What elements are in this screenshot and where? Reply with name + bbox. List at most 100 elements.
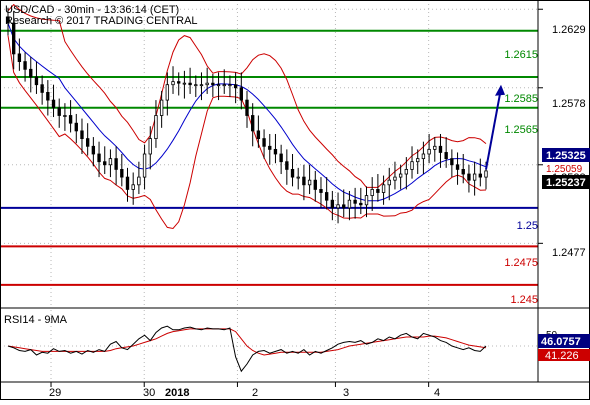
level-label-1.2565: 1.2565 (504, 124, 538, 136)
candle-body (182, 82, 187, 85)
chart-title: USD/CAD - 30min - 13:36:14 (CET) (5, 4, 179, 16)
level-label-1.2585: 1.2585 (504, 93, 538, 105)
rsi-ma-badge-value: 41.226 (545, 350, 579, 362)
candle-body (80, 130, 84, 139)
candle-body (120, 168, 124, 178)
candle-body (171, 81, 175, 86)
x-tick-label: 4 (434, 387, 440, 399)
candle-body (199, 84, 204, 87)
candle-body (444, 152, 448, 160)
x-tick-label: 3 (343, 387, 349, 399)
chart-copyright: Research © 2017 TRADING CENTRAL (5, 15, 198, 27)
x-tick-label: 2 (252, 387, 258, 399)
price-badge-current: 1.25237 (546, 177, 586, 189)
candle-body (472, 173, 477, 181)
candle-body (376, 189, 380, 193)
candle-body (256, 130, 261, 139)
candle-body (319, 189, 323, 193)
candle-body (285, 161, 289, 170)
candle-body (165, 84, 170, 101)
candle-body (262, 138, 266, 147)
x-tick-label: 2018 (165, 387, 189, 399)
candle-body (404, 168, 409, 175)
candle-body (239, 87, 243, 101)
candle-body (461, 168, 465, 175)
candle-body (148, 138, 152, 155)
price-badge-bg (542, 148, 590, 162)
candle-body (290, 168, 295, 178)
candle-body (91, 145, 96, 155)
candle-body (245, 99, 249, 116)
candle-body (103, 161, 107, 166)
candle-body (455, 164, 460, 170)
price-badge-secondary: 1.25059 (546, 164, 583, 175)
candle-body (188, 82, 192, 86)
candle-body (12, 22, 16, 55)
candle-body (398, 173, 403, 178)
candle-body (450, 158, 454, 166)
candle-body (467, 173, 471, 181)
candle-body (23, 61, 27, 70)
level-label-1.245: 1.245 (510, 294, 538, 306)
level-layer (0, 29, 538, 286)
candle-body (233, 84, 238, 89)
candle-body (40, 84, 44, 93)
candle-body (427, 148, 431, 155)
rsi-ma-badge-bg (538, 349, 590, 361)
candle-body (381, 184, 386, 193)
candle-body (387, 179, 391, 186)
candle-body (205, 82, 209, 86)
candle-body (131, 184, 135, 190)
level-label-1.2475: 1.2475 (504, 257, 538, 269)
candle-body (353, 199, 357, 204)
price-badge-bg (542, 175, 590, 189)
candle-body (421, 153, 426, 160)
candle-body (410, 161, 414, 170)
candle-body (85, 138, 90, 147)
candle-body (114, 158, 118, 170)
candle-body (57, 107, 61, 116)
candle-body (125, 176, 130, 190)
candle-body (222, 84, 226, 87)
candle-body (216, 84, 221, 87)
grid-layer (0, 0, 543, 387)
x-tick-label: 30 (143, 387, 155, 399)
candle-body (46, 92, 50, 101)
candle-body (6, 16, 10, 24)
candle-body (433, 145, 437, 150)
candle-body (336, 204, 340, 209)
rsi-ma-line (7, 328, 487, 356)
candle-body (342, 204, 346, 209)
candle-layer (6, 7, 505, 224)
rsi-layer (0, 325, 538, 373)
candle-body (97, 153, 101, 163)
candle-body (330, 199, 335, 209)
candle-body (359, 202, 363, 206)
candle-body (416, 158, 420, 163)
level-label-1.25: 1.25 (517, 220, 538, 232)
candle-body (159, 99, 164, 116)
y-tick-label: 1.2578 (552, 98, 586, 110)
rsi-line (7, 325, 487, 373)
candle-body (51, 99, 56, 109)
candle-body (34, 76, 39, 86)
candle-body (29, 68, 33, 78)
candle-body (438, 145, 443, 153)
candle-body (142, 153, 147, 178)
x-tick-label: 29 (49, 387, 61, 399)
candle-body (194, 84, 198, 87)
candle-body (370, 189, 374, 196)
candle-body (68, 115, 73, 124)
candle-body (251, 115, 255, 132)
y-tick-label: 1.2629 (552, 24, 586, 36)
candle-body (313, 179, 317, 190)
rsi-badge-bg (538, 334, 590, 348)
candle-body (393, 176, 397, 181)
candle-body (364, 195, 369, 206)
candle-body (17, 53, 22, 63)
forecast-arrow-shaft (485, 93, 501, 170)
candle-body (268, 145, 272, 150)
